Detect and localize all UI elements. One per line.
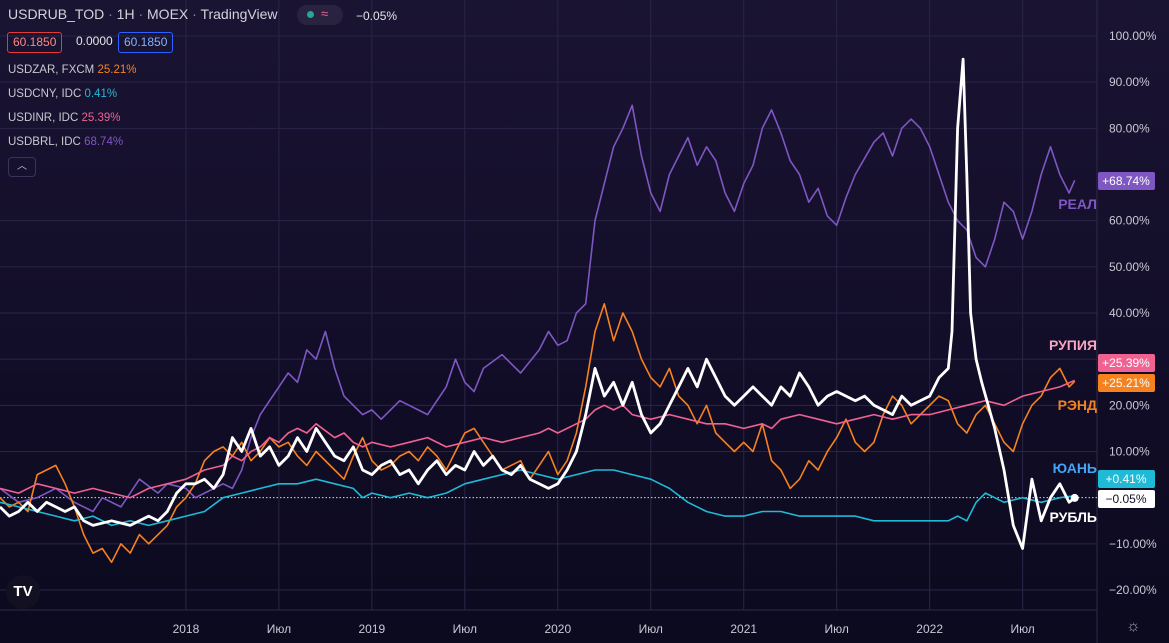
x-tick-label: Июл bbox=[453, 622, 477, 636]
legend-value: 25.21% bbox=[97, 64, 137, 76]
last-value-tags: +68.74% +25.21% +25.39% +0.41% −0.05% bbox=[1098, 172, 1155, 508]
last-value-tag-bg bbox=[1098, 354, 1155, 372]
legend-name: USDBRL, IDC bbox=[8, 136, 81, 148]
time-axis[interactable]: 2018 Июл 2019 Июл 2020 Июл 2021 Июл 2022 Июл bbox=[173, 622, 1035, 636]
series-line-brl bbox=[0, 104, 1076, 513]
last-value-tag-bg bbox=[1098, 374, 1155, 392]
series-line-inr bbox=[0, 379, 1076, 499]
open-value-box: 60.1850 bbox=[7, 32, 63, 53]
legend-item-usdinr[interactable]: USDINR, IDC 25.39% bbox=[8, 112, 121, 124]
last-value-tag-zar: +25.21% bbox=[1102, 376, 1150, 390]
x-tick-label: Июл bbox=[1010, 622, 1034, 636]
y-tick-label: 20.00% bbox=[1109, 398, 1150, 412]
spread-value: 0.0000 bbox=[76, 34, 113, 48]
y-tick-label: 100.00% bbox=[1109, 29, 1157, 43]
chevron-up-icon: ︿ bbox=[17, 161, 27, 172]
legend-item-usdcny[interactable]: USDCNY, IDC 0.41% bbox=[8, 88, 117, 100]
y-tick-label: 10.00% bbox=[1109, 445, 1150, 459]
legend-item-usdzar[interactable]: USDZAR, FXCM 25.21% bbox=[8, 64, 136, 76]
header-change: −0.05% bbox=[356, 9, 398, 23]
approx-icon: ≈ bbox=[321, 6, 329, 21]
last-value-tag-bg bbox=[1098, 172, 1155, 190]
x-tick-label: Июл bbox=[825, 622, 849, 636]
x-tick-label: Июл bbox=[639, 622, 663, 636]
legend-value: 25.39% bbox=[81, 112, 121, 124]
last-value-tag-bg bbox=[1098, 490, 1155, 508]
symbol-header[interactable]: USDRUB_TOD · 1H · MOEX · TradingView bbox=[8, 6, 278, 22]
series-line-zar bbox=[0, 302, 1076, 564]
legend-name: USDINR, IDC bbox=[8, 112, 79, 124]
last-value-tag-rub: −0.05% bbox=[1105, 492, 1146, 506]
exchange: MOEX bbox=[147, 6, 189, 22]
x-tick-label: 2018 bbox=[173, 622, 200, 636]
tradingview-logo-icon[interactable]: TV bbox=[6, 575, 40, 609]
last-value-tag-brl: +68.74% bbox=[1102, 174, 1150, 188]
y-tick-label: 40.00% bbox=[1109, 306, 1150, 320]
legend-name: USDZAR, FXCM bbox=[8, 64, 95, 76]
series-lines bbox=[0, 57, 1079, 564]
y-tick-label: −10.00% bbox=[1109, 537, 1157, 551]
y-tick-label: 90.00% bbox=[1109, 75, 1150, 89]
series-line-cny bbox=[0, 469, 1075, 527]
series-name-inr: РУПИЯ bbox=[1049, 337, 1097, 353]
x-tick-label: 2020 bbox=[544, 622, 571, 636]
legend-name: USDCNY, IDC bbox=[8, 88, 82, 100]
y-tick-label: 60.00% bbox=[1109, 214, 1150, 228]
series-name-labels: РЕАЛ РЭНД РУПИЯ ЮАНЬ РУБЛЬ bbox=[1049, 196, 1097, 525]
last-value-tag-bg bbox=[1098, 470, 1155, 488]
series-name-zar: РЭНД bbox=[1058, 397, 1097, 413]
market-status-pill[interactable]: ≈ bbox=[297, 5, 343, 25]
legend-value: 68.74% bbox=[84, 136, 124, 148]
last-value-tag-inr: +25.39% bbox=[1102, 356, 1150, 370]
interval[interactable]: 1H bbox=[116, 6, 135, 22]
collapse-legend-button[interactable]: ︿ bbox=[8, 157, 36, 177]
market-open-dot-icon bbox=[307, 11, 314, 18]
source: TradingView bbox=[200, 6, 278, 22]
series-name-brl: РЕАЛ bbox=[1058, 196, 1097, 212]
close-value-box: 60.1850 bbox=[118, 32, 174, 53]
y-tick-label: −20.00% bbox=[1109, 583, 1157, 597]
x-tick-label: Июл bbox=[267, 622, 291, 636]
grid bbox=[0, 0, 1098, 643]
x-tick-label: 2022 bbox=[916, 622, 943, 636]
series-line-rub bbox=[0, 57, 1076, 550]
series-name-cny: ЮАНЬ bbox=[1053, 460, 1097, 476]
last-value-tag-cny: +0.41% bbox=[1105, 472, 1146, 486]
gear-icon[interactable]: ☼ bbox=[1126, 618, 1141, 635]
y-tick-label: 80.00% bbox=[1109, 121, 1150, 135]
last-point-dot bbox=[1070, 493, 1079, 502]
legend-item-usdbrl[interactable]: USDBRL, IDC 68.74% bbox=[8, 136, 123, 148]
symbol-name[interactable]: USDRUB_TOD bbox=[8, 6, 105, 22]
x-tick-label: 2021 bbox=[730, 622, 757, 636]
series-name-rub: РУБЛЬ bbox=[1050, 509, 1097, 525]
legend-value: 0.41% bbox=[84, 88, 118, 100]
y-tick-label: 50.00% bbox=[1109, 260, 1150, 274]
price-axis[interactable]: 100.00%90.00%80.00%60.00%50.00%40.00%30.… bbox=[1109, 29, 1157, 597]
x-tick-label: 2019 bbox=[359, 622, 386, 636]
